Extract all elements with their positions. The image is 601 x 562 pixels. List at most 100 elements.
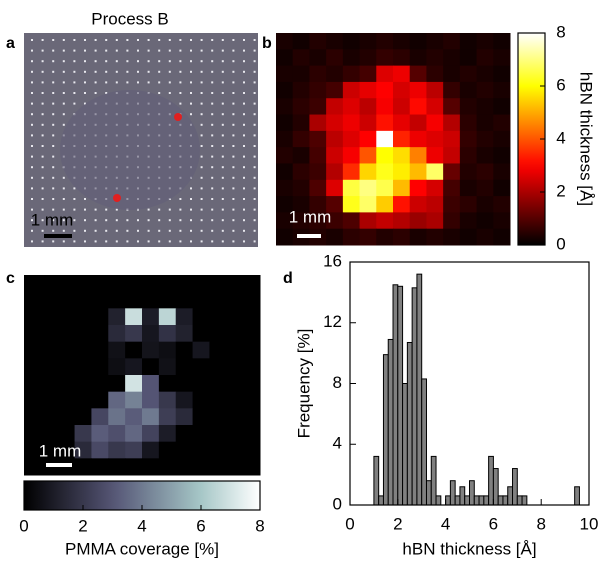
heatmap-cell <box>359 49 377 67</box>
heatmap-cell <box>243 341 261 359</box>
histogram-bar <box>378 495 384 506</box>
photo-dot <box>52 219 55 222</box>
photo-dot <box>41 123 44 126</box>
photo-dot <box>211 92 214 94</box>
photo-dot <box>31 145 33 147</box>
heatmap-cell <box>393 98 411 116</box>
heatmap-cell <box>443 228 461 246</box>
photo-dot <box>137 60 139 63</box>
colorbar-tick-label: 4 <box>556 128 565 147</box>
heatmap-cell <box>393 33 411 50</box>
heatmap-cell <box>476 81 494 99</box>
heatmap-cell <box>57 308 76 326</box>
heatmap-cell <box>243 325 261 343</box>
heatmap-cell <box>326 163 344 181</box>
heatmap-cell <box>292 212 310 230</box>
photo-dot <box>41 145 44 147</box>
heatmap-cell <box>409 114 427 132</box>
photo-dot <box>137 39 139 41</box>
photo-dot <box>168 92 171 94</box>
heatmap-cell <box>192 425 210 443</box>
heatmap-cell <box>443 114 461 132</box>
heatmap-cell <box>476 65 494 83</box>
photo-dot <box>211 229 214 232</box>
photo-dot <box>253 187 256 190</box>
photo-dot <box>52 123 55 126</box>
photo-dot <box>84 81 86 84</box>
heatmap-cell <box>57 391 76 409</box>
heatmap-cell <box>40 441 59 459</box>
heatmap-cell <box>443 33 461 50</box>
heatmap-cell <box>108 458 126 476</box>
scale-bar-label: 1 mm <box>31 210 74 229</box>
photo-dot <box>158 208 161 211</box>
photo-dot <box>200 198 203 200</box>
photo-dot <box>73 219 76 222</box>
heatmap-cell <box>125 325 143 343</box>
photo-dot <box>190 113 192 116</box>
heatmap-cell <box>91 425 109 443</box>
heatmap-cell <box>426 163 444 181</box>
histogram-bar <box>507 486 514 506</box>
heatmap-cell <box>142 458 160 476</box>
histogram-bar <box>512 468 518 506</box>
photo-dot <box>31 113 33 116</box>
photo-dot <box>221 113 224 116</box>
heatmap-cell <box>209 458 227 476</box>
photo-dot <box>253 81 256 84</box>
heatmap-cell <box>376 98 394 116</box>
heatmap-cell <box>40 358 59 376</box>
photo-dot <box>190 60 192 63</box>
heatmap-cell <box>326 98 344 116</box>
histogram-bar <box>449 480 456 506</box>
heatmap-cell <box>175 391 194 409</box>
photo-dot <box>84 39 86 41</box>
photo-dot <box>158 39 161 41</box>
photo-dot <box>168 39 171 41</box>
heatmap-cell <box>276 81 294 99</box>
photo-dot <box>221 198 224 200</box>
photo-dot <box>126 70 129 73</box>
heatmap-cell <box>108 308 126 326</box>
photo-dot <box>62 102 65 105</box>
photo-dot <box>115 219 118 222</box>
heatmap-cell <box>359 98 377 116</box>
photo-dot <box>243 39 245 41</box>
heatmap-cell <box>192 275 210 293</box>
photo-dot <box>137 229 139 232</box>
heatmap-cell <box>342 179 361 197</box>
photo-dot <box>179 240 182 243</box>
colorbar-tick-label: 4 <box>137 516 146 535</box>
photo-dot <box>73 240 76 243</box>
heatmap-cell <box>359 130 377 148</box>
heatmap-cell <box>292 33 310 50</box>
heatmap-cell <box>476 114 494 132</box>
heatmap-cell <box>142 291 160 309</box>
heatmap-cell <box>226 391 244 409</box>
histogram-bar <box>464 495 471 506</box>
heatmap-cell <box>376 196 394 213</box>
heatmap-cell <box>376 65 394 83</box>
heatmap-cell <box>24 325 42 343</box>
photo-dot <box>211 60 214 63</box>
photo-dot <box>94 70 97 73</box>
histogram-bar <box>402 383 408 506</box>
photo-dot <box>211 102 214 105</box>
photo-dot <box>147 60 150 63</box>
photo-dot <box>62 39 65 41</box>
photo-dot <box>200 113 203 116</box>
photo-dot <box>211 240 214 243</box>
photo-dot <box>243 81 245 84</box>
photo-dot <box>105 81 108 84</box>
photo-dot <box>115 208 118 211</box>
heatmap-cell <box>426 114 444 132</box>
heatmap-cell <box>192 291 210 309</box>
photo-dot <box>200 176 203 179</box>
photo-dot <box>52 60 55 63</box>
photo-dot <box>221 102 224 105</box>
photo-title: Process B <box>91 9 168 28</box>
heatmap-cell <box>476 147 494 164</box>
photo-dot <box>221 166 224 169</box>
heatmap-cell <box>158 391 177 409</box>
photo-dot <box>243 166 245 169</box>
